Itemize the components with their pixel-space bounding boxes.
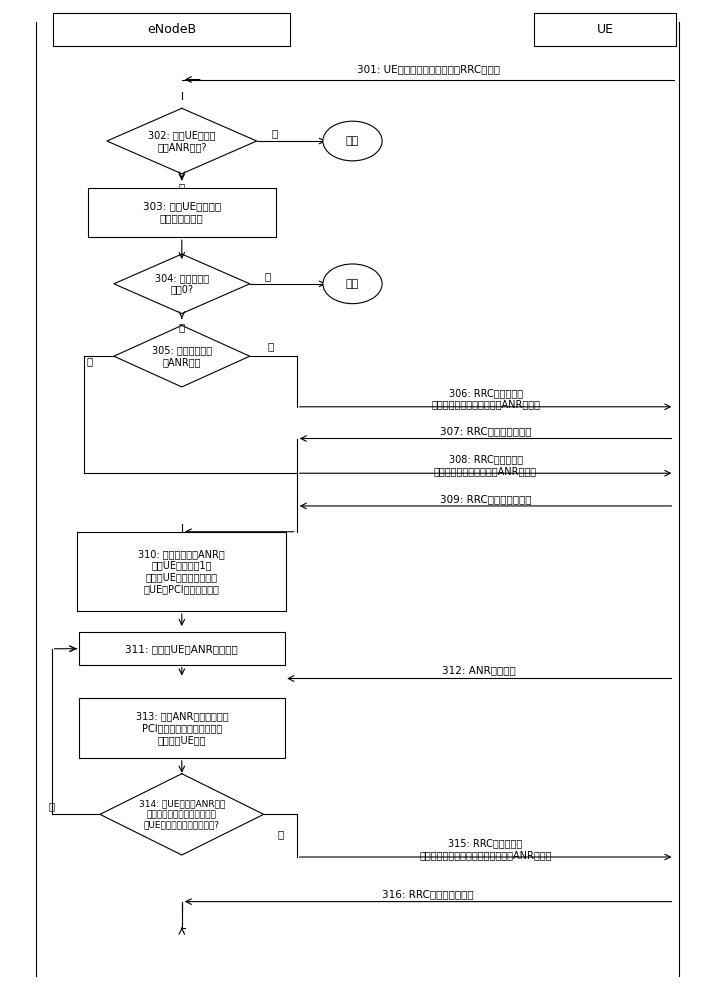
Text: 是: 是 xyxy=(178,183,185,193)
Polygon shape xyxy=(114,325,250,387)
Text: 309: RRC连接重配置完成: 309: RRC连接重配置完成 xyxy=(440,494,532,504)
Text: 是: 是 xyxy=(267,341,274,351)
Text: 否: 否 xyxy=(271,128,277,138)
Text: UE: UE xyxy=(596,23,613,36)
Bar xyxy=(78,532,286,611)
Text: 304: 该频点权値
大于0?: 304: 该频点权値 大于0? xyxy=(155,273,209,295)
Polygon shape xyxy=(114,254,250,314)
Text: 否: 否 xyxy=(87,356,92,366)
Text: 是: 是 xyxy=(178,322,185,332)
Text: 结束: 结束 xyxy=(346,279,359,289)
Text: 314: 该UE上报的ANR测量
报告次数是否超出门限値，或
该UE的测量定时器是否超时?: 314: 该UE上报的ANR测量 报告次数是否超出门限値，或 该UE的测量定时器… xyxy=(139,799,225,829)
Text: eNodeB: eNodeB xyxy=(147,23,196,36)
Text: 310: 该频点上参与ANR测
量的UE计数器加1，
启动该UE的测量定时器，
该UE的PCI上报次数清零: 310: 该频点上参与ANR测 量的UE计数器加1， 启动该UE的测量定时器， … xyxy=(138,549,225,594)
Bar xyxy=(87,188,276,237)
Bar xyxy=(534,13,677,46)
Polygon shape xyxy=(107,108,257,174)
Text: 结束: 结束 xyxy=(346,136,359,146)
Text: 316: RRC连接重配置完成: 316: RRC连接重配置完成 xyxy=(382,889,474,899)
Text: 307: RRC连接重配置完成: 307: RRC连接重配置完成 xyxy=(440,427,532,437)
Bar xyxy=(79,698,285,758)
Text: 305: 选择事件触发
的ANR测量: 305: 选择事件触发 的ANR测量 xyxy=(152,345,212,367)
Text: 302: 判断UE是否能
执行ANR测量?: 302: 判断UE是否能 执行ANR测量? xyxy=(148,130,216,152)
Text: 301: UE接入网络，驻留，处于RRC连接态: 301: UE接入网络，驻留，处于RRC连接态 xyxy=(357,65,500,75)
Ellipse shape xyxy=(323,121,382,161)
Text: 否: 否 xyxy=(49,801,55,811)
Text: 313: 根据ANR测量报告中的
PCI是否未知，更新对应频点
上的期望UE数量: 313: 根据ANR测量报告中的 PCI是否未知，更新对应频点 上的期望UE数量 xyxy=(135,711,228,745)
Bar xyxy=(53,13,290,46)
Text: 否: 否 xyxy=(264,271,270,281)
Polygon shape xyxy=(100,774,264,855)
Text: 306: RRC连接重配置
（重配测量支持事件触发的ANR测量）: 306: RRC连接重配置 （重配测量支持事件触发的ANR测量） xyxy=(431,388,540,410)
Text: 315: RRC连接重配置
（重配测量去掉事件触发或周期性的ANR测量）: 315: RRC连接重配置 （重配测量去掉事件触发或周期性的ANR测量） xyxy=(419,838,552,860)
Bar xyxy=(79,632,285,665)
Ellipse shape xyxy=(323,264,382,304)
Text: 是: 是 xyxy=(278,829,284,839)
Text: 308: RRC连接重配置
（重配测量支持周期性的ANR测量）: 308: RRC连接重配置 （重配测量支持周期性的ANR测量） xyxy=(434,454,537,476)
Text: 312: ANR测量报告: 312: ANR测量报告 xyxy=(443,666,516,676)
Text: 303: 选择UE支持的、
权値最大的频点: 303: 选择UE支持的、 权値最大的频点 xyxy=(142,202,221,223)
Text: 311: 等待该UE的ANR测量报告: 311: 等待该UE的ANR测量报告 xyxy=(125,644,238,654)
